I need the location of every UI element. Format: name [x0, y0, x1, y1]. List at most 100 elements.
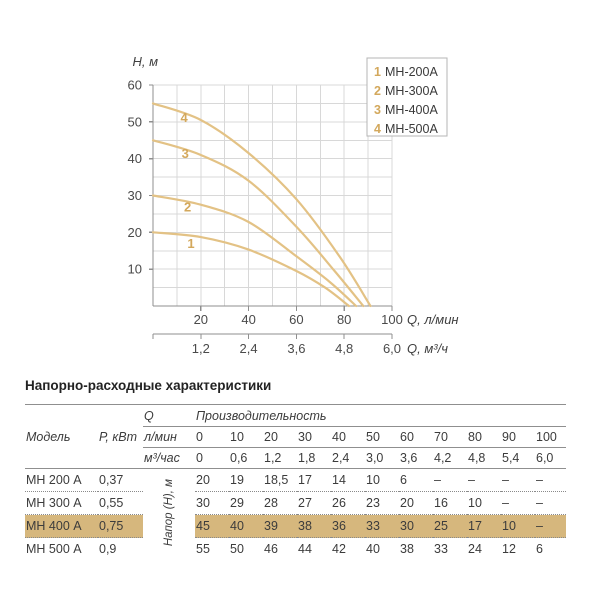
- head-value-cell: 20: [196, 473, 210, 487]
- flow-lmin-value: 0: [195, 426, 229, 448]
- curve-number-label: 4: [180, 110, 188, 125]
- pump-curve-1: [151, 231, 351, 308]
- model-cell: МН 500 А: [25, 537, 98, 560]
- x-tick-label-lmin: 40: [241, 312, 255, 327]
- x-tick-label-m3h: 6,0: [383, 341, 401, 356]
- table-title: Напорно-расходные характеристики: [25, 378, 272, 393]
- head-value-cell: 23: [365, 491, 399, 515]
- head-value-cell: 28: [263, 491, 297, 515]
- head-value-cell: –: [535, 491, 567, 515]
- flow-m3h-value: 3,6: [399, 447, 433, 469]
- head-value-cell: 33: [433, 537, 467, 560]
- y-tick-label: 10: [128, 262, 142, 277]
- y-tick-label: 40: [128, 151, 142, 166]
- y-tick-label: 50: [128, 114, 142, 129]
- legend-series-number: 4: [374, 122, 381, 136]
- flow-m3h-value: 2,4: [331, 447, 365, 469]
- column-header-q: Q: [143, 404, 195, 427]
- curve-number-label: 1: [187, 236, 194, 251]
- flow-m3h-value: 4,8: [467, 447, 501, 469]
- x-tick-label-lmin: 80: [337, 312, 351, 327]
- flow-m3h-value: 0,6: [229, 447, 263, 469]
- head-value-cell: 33: [365, 514, 399, 538]
- table-row: МН 500 А 0,9 55 50 46 44 42 40 38 33 24 12 6: [25, 537, 567, 560]
- characteristics-table: Модель Р, кВт Q Производительность л/мин…: [25, 404, 567, 560]
- head-value-cell: 10: [501, 514, 535, 538]
- legend-series-number: 2: [374, 84, 381, 98]
- head-value-cell: 19: [230, 473, 244, 487]
- head-value-cell: 10: [467, 491, 501, 515]
- flow-m3h-value: 1,2: [263, 447, 297, 469]
- head-value-cell: 18,5: [264, 473, 289, 487]
- flow-lmin-value: 20: [263, 426, 297, 448]
- model-cell: МН 300 А: [25, 491, 98, 515]
- head-value-cell: 26: [331, 491, 365, 515]
- head-value-cell: 6: [400, 473, 407, 487]
- head-value-cell: 17: [298, 473, 312, 487]
- head-value-cell: 29: [229, 491, 263, 515]
- flow-lmin-value: 10: [229, 426, 263, 448]
- head-value-cell: 20: [399, 491, 433, 515]
- x-tick-label-m3h: 4,8: [335, 341, 353, 356]
- y-tick-label: 30: [128, 188, 142, 203]
- head-rotated-label: Напор (Н), м: [162, 479, 175, 547]
- table-row: МН 200 А 0,37 Напор (Н), м 20 19 18,5 17 14 10 6 –…: [25, 469, 566, 547]
- chart-legend: 1 МН-200А 2 МН-300А 3 МН-400А 4 МН-500А: [366, 57, 448, 137]
- x-tick-label-lmin: 100: [381, 312, 403, 327]
- head-value-cell: 40: [229, 514, 263, 538]
- head-value-cell: 25: [433, 514, 467, 538]
- head-value-cell: 38: [297, 514, 331, 538]
- flow-m3h-value: 1,8: [297, 447, 331, 469]
- flow-m3h-value: 6,0: [535, 447, 567, 469]
- flow-lmin-value: 70: [433, 426, 467, 448]
- column-header-capacity: Производительность: [195, 404, 567, 427]
- unit-label-m3h: м³/час: [143, 447, 195, 469]
- head-value-cell: 27: [297, 491, 331, 515]
- flow-lmin-value: 80: [467, 426, 501, 448]
- flow-lmin-row: л/мин 0 10 20 30 40 50 60 70 80 90 100: [25, 426, 567, 448]
- head-value-cell: 38: [399, 537, 433, 560]
- head-value-cell: –: [536, 473, 543, 487]
- x-axis-title-lmin: Q, л/мин: [407, 312, 459, 327]
- characteristics-table-section: Напорно-расходные характеристики Модель …: [25, 378, 567, 560]
- pump-curve-4: [151, 102, 372, 308]
- secondary-flow-scale: [152, 333, 393, 339]
- head-value-cell: 12: [501, 537, 535, 560]
- head-value-cell: 40: [365, 537, 399, 560]
- flow-lmin-value: 30: [297, 426, 331, 448]
- table-row: МН 300 А 0,55 30 29 28 27 26 23 20 16 10– –: [25, 491, 567, 515]
- head-value-cell: 30: [399, 514, 433, 538]
- head-value-cell: 42: [331, 537, 365, 560]
- curve-number-label: 3: [182, 146, 189, 161]
- flow-lmin-value: 90: [501, 426, 535, 448]
- head-value-cell: 36: [331, 514, 365, 538]
- head-value-cell: –: [468, 473, 475, 487]
- power-cell: 0,75: [98, 514, 143, 538]
- pump-curve-2: [151, 194, 358, 308]
- legend-series-number: 1: [374, 65, 381, 79]
- x-tick-label-m3h: 3,6: [287, 341, 305, 356]
- head-value-cell: 10: [366, 473, 380, 487]
- x-tick-label-m3h: 2,4: [240, 341, 258, 356]
- head-value-cell: –: [501, 491, 535, 515]
- table-row: МН 400 А 0,75 45 40 39 38 36 33 30 25 17 10–: [25, 514, 567, 538]
- y-axis-title: Н, м: [132, 54, 158, 69]
- flow-lmin-value: 40: [331, 426, 365, 448]
- flow-m3h-value: 5,4: [501, 447, 535, 469]
- flow-m3h-value: 0: [195, 447, 229, 469]
- head-value-cell: 30: [195, 491, 229, 515]
- flow-m3h-value: 4,2: [433, 447, 467, 469]
- head-value-cell: 55: [195, 537, 229, 560]
- column-header-power: Р, кВт: [98, 404, 143, 469]
- x-tick-label-lmin: 20: [194, 312, 208, 327]
- head-value-cell: 46: [263, 537, 297, 560]
- legend-series-number: 3: [374, 103, 381, 117]
- head-value-cell: 45: [195, 514, 229, 538]
- legend-series-label: МН-300А: [385, 84, 438, 98]
- legend-series-label: МН-400А: [385, 103, 438, 117]
- flow-lmin-value: 60: [399, 426, 433, 448]
- head-value-cell: 24: [467, 537, 501, 560]
- legend-series-label: МН-500А: [385, 122, 438, 136]
- flow-lmin-value: 100: [535, 426, 567, 448]
- head-value-cell: 39: [263, 514, 297, 538]
